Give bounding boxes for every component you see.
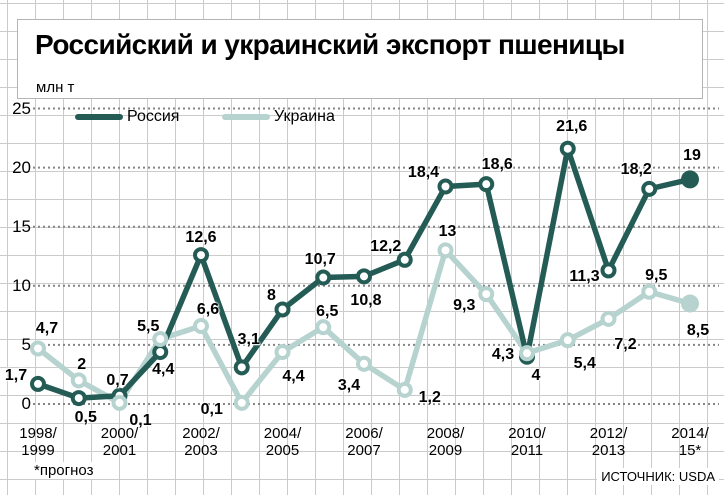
y-axis-label-0: 0 bbox=[21, 394, 31, 413]
value-label-ukraine-11: 9,3 bbox=[453, 297, 476, 315]
page-title: Российский и украинский экспорт пшеницы bbox=[35, 29, 625, 60]
value-label-russia-15: 18,2 bbox=[620, 160, 652, 178]
russia-marker-10 bbox=[437, 178, 454, 195]
ukraine-marker-8 bbox=[356, 355, 372, 372]
value-label-ukraine-4: 6,6 bbox=[196, 300, 220, 318]
value-label-ukraine-15: 9,5 bbox=[645, 266, 668, 284]
ukraine-marker-0 bbox=[30, 340, 46, 357]
ukraine-marker-2 bbox=[111, 394, 128, 411]
value-label-russia-10: 18,4 bbox=[407, 163, 440, 181]
russia-marker-13 bbox=[559, 140, 576, 157]
russia-marker-5 bbox=[233, 359, 250, 376]
ukraine-marker-15 bbox=[641, 283, 658, 300]
russia-marker-7 bbox=[315, 269, 332, 286]
value-label-ukraine-10: 13 bbox=[438, 223, 457, 241]
ukraine-marker-12 bbox=[519, 345, 535, 362]
value-label-ukraine-5: 0,1 bbox=[200, 400, 223, 418]
x-axis-label-2012: 2012/ 2013 bbox=[589, 425, 628, 459]
ukraine-marker-16 bbox=[681, 294, 699, 313]
x-axis-label-2014: 2014/ 15* bbox=[671, 425, 709, 459]
y-axis-label-5: 5 bbox=[21, 334, 31, 354]
value-label-russia-1: 0,5 bbox=[74, 409, 97, 427]
value-label-ukraine-7: 6,5 bbox=[316, 303, 339, 321]
legend-item-russia: Россия bbox=[75, 108, 180, 125]
value-label-russia-2: 0,7 bbox=[106, 371, 129, 389]
value-label-russia-7: 10,7 bbox=[304, 250, 336, 268]
x-axis-label-2000: 2000/ 2001 bbox=[100, 425, 139, 459]
russia-marker-6 bbox=[274, 301, 291, 318]
russia-line-swatch bbox=[75, 114, 123, 120]
legend-label-russia: Россия bbox=[127, 108, 180, 125]
russia-marker-4 bbox=[193, 247, 209, 264]
source-credit: ИСТОЧНИК: USDA bbox=[597, 468, 719, 485]
russia-marker-9 bbox=[396, 251, 413, 268]
value-label-russia-3: 4,4 bbox=[152, 360, 175, 378]
ukraine-marker-1 bbox=[70, 372, 87, 389]
x-axis-label-1998: 1998/ 1999 bbox=[19, 425, 57, 459]
value-label-russia-12: 4 bbox=[531, 366, 541, 384]
ukraine-marker-7 bbox=[315, 319, 332, 336]
value-label-ukraine-12: 4,3 bbox=[491, 346, 515, 364]
legend-label-ukraine: Украина bbox=[274, 108, 335, 125]
russia-marker-15 bbox=[641, 180, 658, 197]
value-label-ukraine-14: 7,2 bbox=[614, 335, 637, 353]
value-label-ukraine-9: 1,2 bbox=[418, 388, 441, 406]
value-label-russia-13: 21,6 bbox=[556, 117, 588, 135]
russia-marker-16 bbox=[681, 170, 699, 189]
ukraine-marker-5 bbox=[233, 394, 250, 411]
ukraine-marker-10 bbox=[437, 242, 454, 259]
value-label-russia-16: 19 bbox=[683, 147, 701, 165]
x-axis-label-2002: 2002/ 2003 bbox=[182, 425, 220, 459]
value-label-ukraine-13: 5,4 bbox=[573, 355, 596, 373]
value-label-ukraine-2: 0,1 bbox=[129, 411, 152, 429]
ukraine-marker-11 bbox=[478, 286, 495, 303]
russia-marker-11 bbox=[478, 176, 495, 193]
unit-label: млн т bbox=[36, 79, 75, 96]
value-label-ukraine-16: 8,5 bbox=[686, 321, 710, 339]
russia-marker-3 bbox=[152, 343, 169, 360]
x-axis-label-2006: 2006/ 2007 bbox=[345, 425, 383, 459]
ukraine-marker-13 bbox=[559, 332, 576, 349]
ukraine-marker-14 bbox=[600, 310, 617, 327]
forecast-footnote: *прогноз bbox=[32, 462, 96, 479]
value-label-ukraine-0: 4,7 bbox=[35, 320, 59, 338]
title-card: Российский и украинский экспорт пшеницы … bbox=[17, 19, 703, 99]
y-axis-label-10: 10 bbox=[12, 275, 31, 295]
russia-marker-0 bbox=[30, 375, 46, 392]
y-axis-label-15: 15 bbox=[12, 216, 31, 236]
russia-marker-14 bbox=[600, 262, 617, 279]
y-axis-label-20: 20 bbox=[12, 157, 31, 177]
russia-marker-8 bbox=[356, 268, 372, 285]
value-label-russia-5: 3,1 bbox=[237, 331, 260, 349]
x-axis-label-2008: 2008/ 2009 bbox=[426, 425, 465, 459]
value-label-ukraine-8: 3,4 bbox=[337, 376, 361, 394]
ukraine-marker-6 bbox=[274, 343, 291, 360]
value-label-russia-11: 18,6 bbox=[481, 156, 513, 174]
ukraine-marker-9 bbox=[396, 381, 413, 398]
y-axis-label-25: 25 bbox=[12, 98, 31, 118]
value-label-russia-8: 10,8 bbox=[350, 292, 382, 310]
x-axis-label-2010: 2010/ 2011 bbox=[508, 425, 546, 459]
value-label-russia-0: 1,7 bbox=[4, 366, 28, 384]
russia-marker-1 bbox=[70, 390, 87, 407]
value-label-russia-4: 12,6 bbox=[185, 229, 217, 247]
x-axis-label-2004: 2004/ 2005 bbox=[263, 425, 302, 459]
value-label-ukraine-1: 2 bbox=[77, 356, 87, 374]
value-label-ukraine-3: 5,5 bbox=[137, 317, 160, 335]
value-label-russia-6: 8 bbox=[267, 287, 276, 305]
legend-item-ukraine: Украина bbox=[222, 108, 335, 125]
value-label-ukraine-6: 4,4 bbox=[282, 367, 305, 385]
ukraine-line-swatch bbox=[222, 114, 270, 120]
ukraine-marker-3 bbox=[152, 330, 169, 347]
value-label-russia-9: 12,2 bbox=[370, 237, 402, 255]
ukraine-marker-4 bbox=[193, 317, 209, 334]
value-label-russia-14: 11,3 bbox=[569, 268, 600, 286]
